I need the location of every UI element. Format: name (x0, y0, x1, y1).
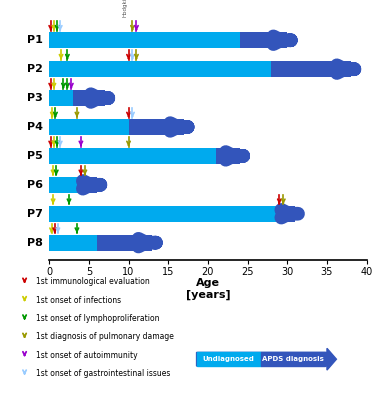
Bar (49, 206, 279, 222)
Text: Hodgkin: Hodgkin (122, 0, 127, 17)
Bar (197, 352, 261, 366)
X-axis label: Age
[years]: Age [years] (186, 278, 230, 300)
Text: P5: P5 (27, 151, 43, 161)
Text: P6: P6 (27, 180, 43, 190)
Text: 1st onset of lymphoproliferation: 1st onset of lymphoproliferation (36, 314, 160, 323)
Bar (49, 177, 81, 193)
Bar (279, 206, 295, 222)
FancyArrow shape (197, 348, 336, 370)
Bar (97, 235, 152, 251)
Text: P3: P3 (27, 93, 43, 103)
Bar (49, 90, 73, 106)
Text: Undiagnosed: Undiagnosed (203, 356, 255, 362)
Bar (261, 352, 325, 366)
Bar (49, 61, 271, 77)
Text: 1st onset of autoimmunity: 1st onset of autoimmunity (36, 351, 138, 360)
Text: P8: P8 (27, 238, 43, 248)
Text: 1st diagnosis of pulmonary damage: 1st diagnosis of pulmonary damage (36, 332, 174, 341)
Bar (49, 148, 216, 164)
Text: 1st immunological evaluation: 1st immunological evaluation (36, 277, 150, 286)
Bar (81, 177, 97, 193)
Bar (240, 32, 287, 48)
Text: 1st onset of infections: 1st onset of infections (36, 296, 121, 304)
Bar (73, 90, 105, 106)
Bar (216, 148, 240, 164)
Bar (271, 61, 351, 77)
Text: P1: P1 (27, 35, 43, 45)
Text: P7: P7 (27, 209, 43, 219)
Bar (49, 119, 129, 135)
Text: P4: P4 (27, 122, 43, 132)
Bar (49, 32, 240, 48)
Text: APDS diagnosis: APDS diagnosis (262, 356, 324, 362)
Bar (49, 235, 97, 251)
Text: P2: P2 (27, 64, 43, 74)
Bar (129, 119, 184, 135)
Text: 1st onset of gastrointestinal issues: 1st onset of gastrointestinal issues (36, 369, 170, 378)
